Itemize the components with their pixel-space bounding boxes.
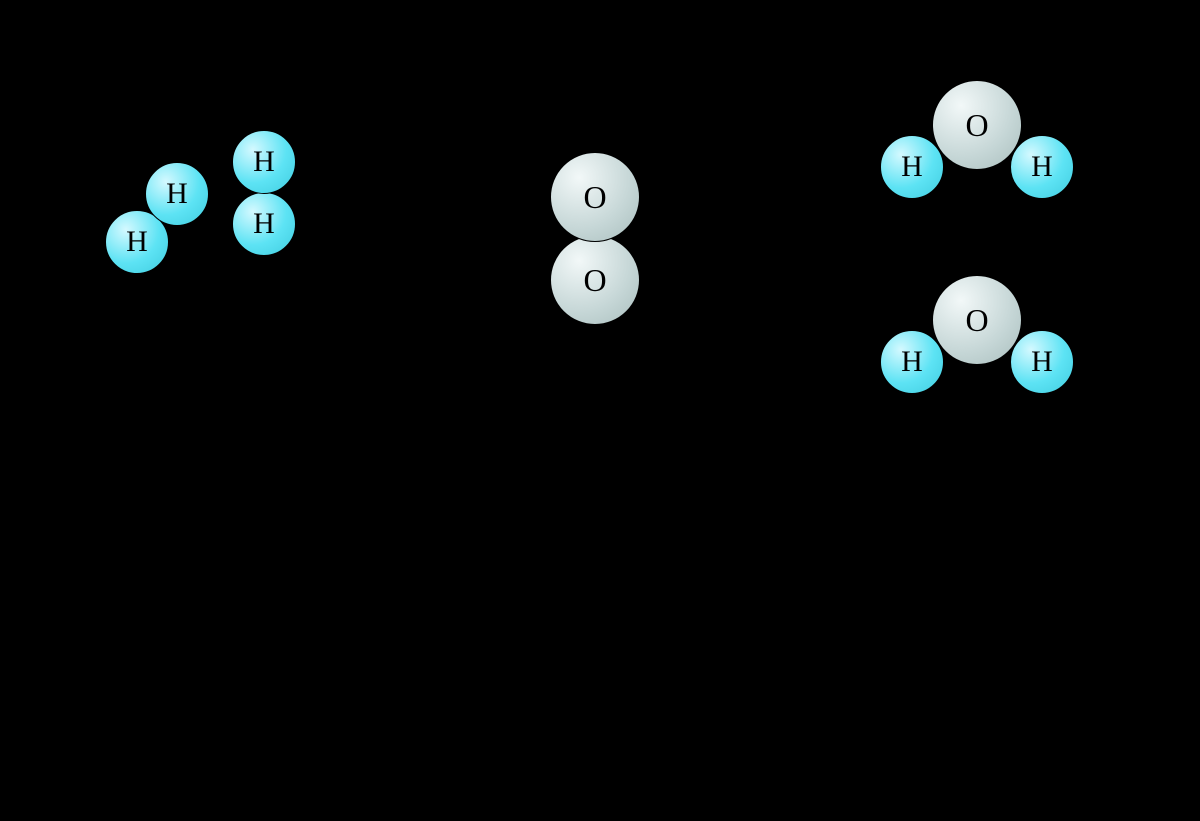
hydrogen-atom: H xyxy=(232,192,296,256)
hydrogen-atom: H xyxy=(880,330,944,394)
atom-label: H xyxy=(1031,345,1053,379)
eq-part: O xyxy=(638,564,668,610)
eq-part: O xyxy=(623,767,653,813)
eq-sub: 2 xyxy=(609,789,623,820)
oxygen-atom: O xyxy=(932,275,1022,365)
caption-line: Two molecules xyxy=(889,440,1071,473)
eq-part: 2 H xyxy=(547,767,609,813)
coefficient: 2 xyxy=(55,195,75,242)
plus-operator: + xyxy=(390,180,422,244)
atom-label: O xyxy=(965,302,988,339)
oxygen-atom: O xyxy=(932,80,1022,170)
eq-part: 2 H xyxy=(518,564,580,610)
hydrogen-atom: H xyxy=(880,135,944,199)
atom-label: H xyxy=(1031,150,1053,184)
chemical-equation: 2 H2 + O2 → 2 H2O xyxy=(0,515,1200,821)
atom-label: H xyxy=(253,207,275,241)
atom-label: O xyxy=(583,262,606,299)
hydrogen-atom: H xyxy=(232,130,296,194)
diagram-title: Conceptual scheme of a typical chemical … xyxy=(0,610,1200,647)
atom-label: H xyxy=(166,177,188,211)
hydrogen-atom: H xyxy=(1010,135,1074,199)
eq-part: + xyxy=(593,564,638,610)
hydrogen-atom: H xyxy=(1010,330,1074,394)
atom-label: H xyxy=(126,225,148,259)
oxygen-atom: O xyxy=(550,152,640,242)
atom-label: H xyxy=(253,145,275,179)
arrow-operator: → xyxy=(740,178,800,247)
atom-label: O xyxy=(965,107,988,144)
caption-line: Two molecules xyxy=(119,440,301,473)
atom-label: O xyxy=(583,179,606,216)
oxygen-atom: O xyxy=(550,235,640,325)
caption-line: One molecule xyxy=(516,440,683,473)
atom-label: H xyxy=(901,345,923,379)
hydrogen-atom: H xyxy=(145,162,209,226)
eq-arrow: → xyxy=(577,666,623,717)
atom-label: H xyxy=(901,150,923,184)
